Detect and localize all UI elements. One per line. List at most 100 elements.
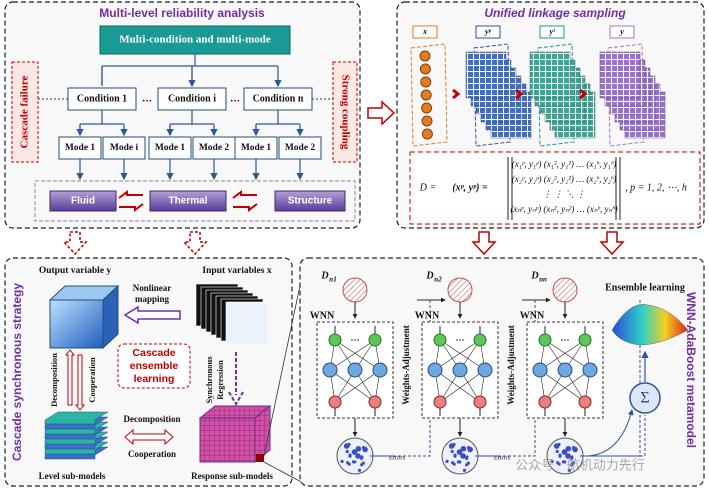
edge — [544, 369, 591, 403]
label: Level sub-models — [39, 471, 106, 481]
sample-dot — [355, 445, 362, 452]
connector — [255, 110, 300, 135]
sample-grid — [529, 51, 571, 99]
dots — [459, 339, 461, 341]
sync-arrow — [228, 352, 244, 406]
output-node — [433, 395, 447, 409]
edge — [539, 339, 586, 371]
top-box — [99, 25, 291, 55]
input-node — [328, 333, 342, 347]
sample-tag — [539, 25, 565, 39]
sample-dot — [448, 443, 455, 449]
input-node — [578, 333, 592, 347]
sample-dot — [452, 462, 456, 466]
chevron — [579, 88, 588, 100]
mapping-arrow — [123, 305, 181, 325]
dots — [357, 339, 359, 341]
center-label: learning — [134, 373, 175, 385]
sample-tag-label: x — [422, 27, 427, 36]
edge — [329, 339, 376, 371]
sample-dot — [555, 449, 559, 454]
field-box — [49, 190, 117, 212]
output-node — [328, 395, 342, 409]
connector — [79, 110, 124, 135]
dataset — [447, 277, 473, 303]
field-box — [34, 180, 356, 222]
edge — [544, 339, 591, 371]
down-arrow — [471, 231, 497, 256]
sample-frame — [537, 43, 575, 147]
sample-grid — [465, 51, 507, 99]
resp-front — [199, 417, 256, 463]
label: Decomposition — [49, 353, 59, 407]
side-label: Cascade failure — [19, 75, 31, 148]
sample-point — [419, 50, 431, 62]
formula-box — [409, 151, 701, 225]
sample-dot — [558, 454, 562, 458]
sample-dot — [445, 459, 449, 463]
sum-label: Σ — [640, 390, 649, 407]
output-node — [368, 395, 382, 409]
side-box — [11, 61, 39, 163]
label: Input variables x — [202, 266, 271, 276]
adjust-label: Weights-Adjustment — [506, 325, 516, 405]
dataset-label: D — [530, 270, 538, 281]
sample-dot — [557, 462, 561, 466]
sample-dot — [466, 445, 471, 450]
matrix-row: (xₙᵖ, yₙᵖ) (xₙ², yₙ²) … (xₙʰ, yₙʰ) — [510, 204, 617, 214]
sample-dot — [348, 454, 352, 458]
dataset — [342, 277, 368, 303]
condition-label: Condition i — [168, 93, 216, 104]
mode-label: Mode i — [110, 143, 139, 153]
panel-metamodel — [299, 257, 705, 487]
mode-label: Mode 1 — [155, 143, 186, 153]
network-label: WNN — [415, 310, 440, 321]
chevron — [515, 88, 524, 100]
sample-dot — [345, 449, 349, 454]
formula-lhs: D = — [419, 182, 436, 193]
input-slice — [225, 301, 269, 345]
hidden-node — [532, 362, 548, 378]
output-node — [473, 395, 487, 409]
sample-dot — [571, 461, 576, 465]
level-slice — [44, 411, 109, 425]
sample-dot — [553, 443, 560, 449]
sample-tag — [475, 25, 501, 39]
edge — [434, 339, 481, 371]
panel-title: Cascade synchronous strategy — [10, 283, 24, 461]
field-label: Fluid — [71, 196, 95, 207]
edge — [329, 369, 376, 403]
surface-plot — [611, 304, 689, 346]
dataset-sub: n1 — [329, 276, 336, 284]
sample-dot — [461, 453, 465, 457]
sample-dot — [456, 449, 463, 455]
field-label: Structure — [288, 196, 333, 207]
panel-reliability — [4, 1, 361, 229]
hidden-node — [427, 362, 443, 378]
sample-dot — [361, 445, 366, 450]
label: Regression — [215, 360, 225, 400]
sample-tag — [609, 25, 635, 39]
sample-frame — [607, 43, 645, 147]
edge — [334, 369, 381, 403]
sample-dot — [466, 461, 471, 465]
errors-label: Errors — [389, 454, 406, 461]
sample-dot — [347, 462, 351, 466]
sample-dot — [563, 460, 567, 464]
ellipsis: … — [230, 93, 240, 104]
sample-dot — [567, 468, 572, 472]
coupling-arrow — [232, 190, 258, 212]
dataset — [552, 277, 578, 303]
sample-tag-label: y — [619, 27, 624, 36]
sample-dot — [343, 443, 350, 449]
mode-label: Mode 2 — [285, 143, 316, 153]
mode-label: Mode 1 — [241, 143, 272, 153]
matrix-row: (x₂ᵖ, y₂ᵖ) (x₂², y₂²) … (x₂ʰ, y₂ʰ) — [512, 174, 617, 184]
sample-point — [420, 89, 432, 101]
sampling-body: x yᵖ yˡ y — [410, 25, 666, 147]
dots — [567, 339, 569, 341]
down-arrow — [62, 231, 88, 256]
down-arrows — [62, 231, 625, 256]
